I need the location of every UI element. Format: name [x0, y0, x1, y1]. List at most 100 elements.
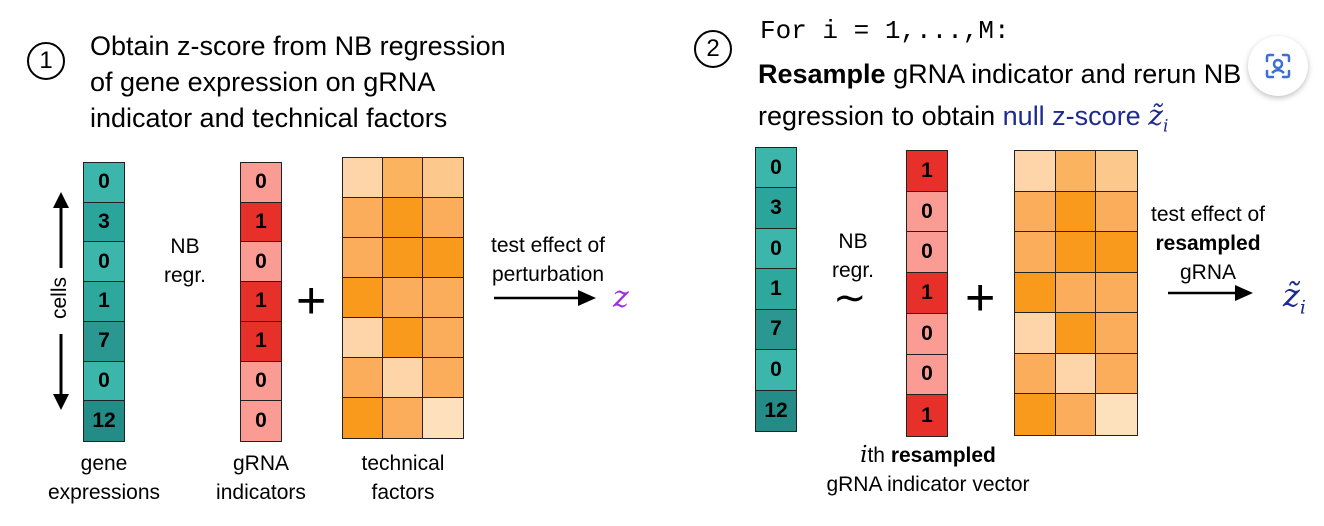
gene-expression-cell: 12 — [84, 401, 124, 441]
technical-factor-cell — [1055, 313, 1097, 354]
technical-factors-line-1: technical — [361, 452, 445, 475]
ith-resampled-bold: resampled — [890, 444, 996, 467]
resampled-grna-cell: 0 — [907, 232, 947, 274]
technical-factor-cell — [423, 278, 463, 318]
gene-expression-cell: 0 — [84, 163, 124, 203]
technical-factor-cell — [343, 198, 383, 238]
gene-expression-column: 0 3 0 1 7 0 12 — [83, 162, 125, 442]
gene-expression-column-2: 0 3 0 1 7 0 12 — [755, 147, 797, 432]
for-loop-code: For i = 1,...,M: — [760, 16, 1010, 46]
resampled-grna-cell: 1 — [907, 395, 947, 436]
technical-factor-cell — [1096, 191, 1137, 233]
nb-label: NB — [170, 235, 200, 258]
technical-factor-cell — [343, 278, 383, 318]
gene-expression-cell: 0 — [756, 228, 796, 270]
technical-factor-cell — [1015, 151, 1056, 192]
panel2-heading: Resample gRNA indicator and rerun NB reg… — [758, 56, 1241, 145]
technical-factor-cell — [1096, 394, 1137, 435]
z-score-symbol: z — [613, 280, 629, 315]
technical-factor-cell — [1055, 191, 1097, 233]
panel2-heading-rest: gRNA indicator and rerun NB — [885, 59, 1242, 89]
plus-sign: + — [296, 272, 327, 330]
technical-factor-cell — [343, 358, 383, 398]
panel2-heading-line-2: regression to obtain null z-score z̃i — [758, 98, 1241, 145]
step-1-circle: 1 — [27, 42, 65, 80]
gene-expression-cell: 7 — [756, 309, 796, 351]
technical-factor-cell — [423, 158, 463, 198]
grna-indicators-line-2: indicators — [216, 481, 306, 504]
resampled-grna-cell: 0 — [907, 354, 947, 396]
technical-factor-cell — [1055, 151, 1097, 192]
gene-expressions-label: gene expressions — [44, 449, 164, 507]
z-tilde-i-symbol: z̃i — [1148, 99, 1169, 137]
ith-resampled-line-2: gRNA indicator vector — [826, 473, 1030, 496]
technical-factor-cell — [383, 278, 423, 318]
technical-factor-cell — [343, 238, 383, 278]
z-tilde-i-result: z̃i — [1283, 276, 1306, 319]
technical-factor-cell — [1015, 313, 1056, 354]
gene-expression-cell: 7 — [84, 321, 124, 362]
gene-expression-cell: 0 — [756, 350, 796, 391]
resampled-grna-cell: 1 — [907, 273, 947, 314]
technical-factor-cell — [423, 198, 463, 238]
grna-indicator-cell: 0 — [241, 242, 281, 283]
technical-factor-cell — [423, 398, 463, 438]
panel1-heading-line-3: indicator and technical factors — [90, 103, 448, 133]
technical-factor-cell — [383, 398, 423, 438]
nb-label-2: NB — [838, 230, 868, 253]
technical-factor-cell — [343, 318, 383, 358]
technical-factor-cell — [1096, 313, 1137, 354]
ith-i: i — [860, 442, 868, 468]
technical-factor-cell — [1055, 394, 1097, 435]
technical-factor-cell — [383, 158, 423, 198]
panel1-heading-line-1: Obtain z-score from NB regression — [90, 31, 506, 61]
technical-factor-cell — [383, 198, 423, 238]
grna-indicator-cell: 1 — [241, 321, 281, 362]
resampled-grna-cell: 1 — [907, 151, 947, 192]
ith-resampled-label: ith resampled gRNA indicator vector — [788, 441, 1068, 499]
null-label: null z-score — [1002, 101, 1149, 131]
ith-th: th — [867, 444, 891, 467]
grna-indicator-cell: 1 — [241, 282, 281, 322]
lens-glyph-icon — [1265, 53, 1291, 79]
resampled-grna-cell: 0 — [907, 191, 947, 233]
arrow-right-icon-2 — [1168, 285, 1253, 301]
step-2-number: 2 — [706, 35, 720, 62]
visual-search-icon[interactable] — [1248, 36, 1308, 96]
technical-factor-cell — [1096, 232, 1137, 273]
technical-factor-cell — [1055, 272, 1097, 314]
panel2-heading-line-1: Resample gRNA indicator and rerun NB — [758, 56, 1241, 92]
ith-resampled-line-1: ith resampled — [788, 441, 1068, 470]
technical-factor-cell — [1096, 353, 1137, 395]
cells-label: cells — [48, 277, 71, 320]
test-effect-2-line-2: resampled — [1155, 232, 1261, 255]
test-effect-label: test effect of perturbation — [468, 231, 628, 289]
test-effect-line-2: perturbation — [491, 263, 605, 286]
technical-factor-cell — [1015, 191, 1056, 233]
plus-sign-2: + — [965, 269, 996, 327]
cells-arrow-icon — [53, 192, 69, 410]
panel1-heading-line-2: of gene expression on gRNA — [90, 67, 436, 97]
test-effect-2-line-3: gRNA — [1179, 261, 1237, 284]
panel2-heading-line2-text: regression to obtain — [758, 101, 1003, 131]
gene-expression-cell: 1 — [84, 282, 124, 322]
technical-factor-cell — [383, 318, 423, 358]
grna-indicators-line-1: gRNA — [232, 452, 290, 475]
regr-label: regr. — [163, 264, 207, 287]
regr-label-2: regr. — [831, 259, 875, 282]
technical-factor-cell — [1015, 232, 1056, 273]
step-1-number: 1 — [39, 47, 53, 74]
technical-factor-cell — [423, 318, 463, 358]
technical-factor-cell — [1015, 272, 1056, 314]
grna-indicator-cell: 1 — [241, 202, 281, 243]
gene-expression-cell: 3 — [756, 188, 796, 229]
technical-factor-cell — [383, 358, 423, 398]
panel1-heading: Obtain z-score from NB regression of gen… — [90, 28, 506, 136]
nb-regr-label: NB regr. — [150, 232, 220, 290]
gene-expression-cell: 3 — [84, 202, 124, 243]
gene-expression-cell: 1 — [756, 269, 796, 310]
resample-bold: Resample — [758, 59, 886, 89]
technical-factors-matrix-2 — [1014, 150, 1138, 436]
